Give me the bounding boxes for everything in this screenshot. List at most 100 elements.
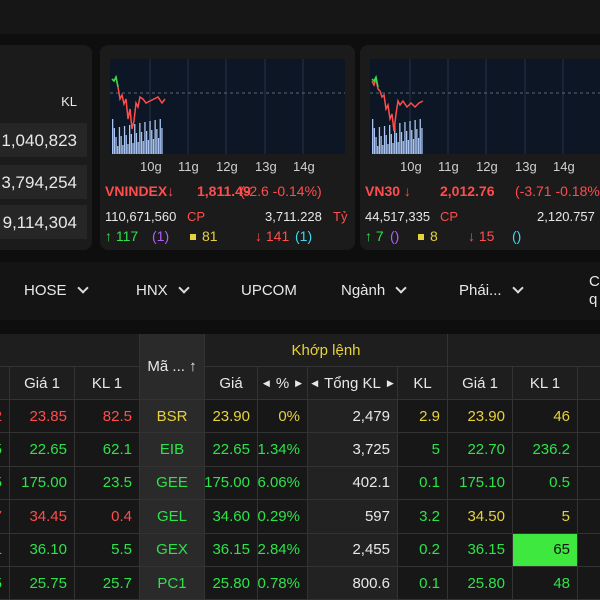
- header-blank: [0, 334, 140, 367]
- top-bar: [0, 0, 600, 34]
- index-value: 2,012.76: [440, 183, 495, 199]
- column-header[interactable]: ◀% ▶: [258, 367, 308, 400]
- volume-bar: [115, 137, 117, 154]
- column-header[interactable]: KL: [398, 367, 448, 400]
- table-cell: 0.1: [398, 466, 448, 501]
- table-cell: 23.90: [448, 400, 513, 434]
- volume-bar: [387, 144, 389, 154]
- volume: 110,671,560: [105, 209, 177, 224]
- price-table: Khớp lệnh Giá 1 KL 1 Mã ... ↑ Giá ◀% ▶ ◀ Tổng KL…: [0, 334, 600, 600]
- table-cell: 65: [513, 533, 578, 567]
- volume-bar: [417, 138, 420, 154]
- table-cell: 2.9: [398, 400, 448, 434]
- volume-bar: [373, 128, 375, 154]
- tab-label: q: [589, 291, 598, 308]
- tab[interactable]: Phái...: [459, 282, 524, 299]
- volume-bar: [372, 119, 374, 154]
- tab[interactable]: Ngành: [341, 282, 407, 299]
- volume-bar: [123, 126, 126, 154]
- index-line-up: [111, 74, 119, 88]
- column-header[interactable]: ◀ Tổng KL ▶: [308, 367, 398, 400]
- table-cell: 0.4: [75, 500, 140, 534]
- volume-bar: [402, 141, 404, 154]
- volume-bar: [142, 141, 144, 154]
- sort-right: ▶: [386, 377, 394, 388]
- table-cell: 34.45: [10, 500, 75, 534]
- table-cell: 0.1: [398, 567, 448, 600]
- column-header[interactable]: Giá 1: [448, 367, 513, 400]
- ticker[interactable]: GEX: [140, 533, 205, 567]
- volume-bar: [156, 129, 158, 154]
- ticker[interactable]: BSR: [140, 400, 205, 434]
- table-cell: 25.7: [75, 567, 140, 600]
- table-cell: 22.70: [448, 433, 513, 467]
- volume-bar: [144, 122, 146, 154]
- volume-bar: [135, 133, 138, 154]
- table-cell: 0.78%: [258, 567, 308, 600]
- volume-bar: [117, 146, 119, 154]
- kl-value: 9,114,304: [2, 213, 77, 232]
- table-cell: 0.5: [513, 466, 578, 501]
- ticker[interactable]: GEL: [140, 500, 205, 534]
- column-header[interactable]: Mã ... ↑: [140, 334, 205, 400]
- unchanged: 81: [202, 228, 218, 244]
- volume-bar: [130, 134, 132, 154]
- volume-bar: [139, 123, 141, 154]
- table-cell: 25.80: [448, 567, 513, 600]
- volume-bar: [414, 120, 416, 154]
- tab[interactable]: HNX: [136, 282, 190, 299]
- volume-bar: [157, 138, 160, 154]
- ticker[interactable]: PC1: [140, 567, 205, 600]
- volume-bar: [419, 119, 421, 154]
- volume-bar: [406, 131, 408, 154]
- tab-label: Phái...: [459, 282, 502, 299]
- volume-bar: [146, 131, 148, 154]
- column-header[interactable]: Giá: [205, 367, 258, 400]
- volume-bar: [140, 132, 143, 154]
- tab[interactable]: HOSE: [24, 282, 89, 299]
- column-header[interactable]: Giá 1: [10, 367, 75, 400]
- time-label: 12g: [476, 159, 498, 174]
- header-blank: [448, 334, 600, 367]
- ticker[interactable]: EIB: [140, 433, 205, 467]
- time-label: 14g: [553, 159, 575, 174]
- volume-bar: [412, 139, 415, 154]
- volume-bar: [380, 136, 382, 154]
- table-cell: 5.5: [75, 533, 140, 567]
- volume-bar: [390, 134, 392, 154]
- volume-bar: [161, 128, 163, 154]
- volume-bar: [400, 132, 403, 154]
- volume-bar: [147, 140, 149, 154]
- sort-left: ◀: [262, 377, 270, 388]
- volume-bar: [416, 129, 418, 154]
- index-line-up: [371, 74, 379, 88]
- floor: (): [512, 228, 522, 244]
- index-card[interactable]: 10g 11g 12g 13g 14g VNINDEX↓ 1,811.49 (-2.6 -0.…: [100, 45, 355, 250]
- advancers: ↑ 7: [365, 228, 384, 244]
- volume-bar: [149, 121, 151, 154]
- table-cell: 5: [0, 433, 10, 467]
- column-header[interactable]: KL 1: [75, 367, 140, 400]
- index-card[interactable]: 10g 11g 12g 13g 14g VN30 ↓ 2,012.76 (-3.71 -0.1…: [360, 45, 600, 250]
- volume-bar: [127, 144, 129, 154]
- table-cell: 46: [513, 400, 578, 434]
- tab-label: C: [589, 273, 600, 290]
- kl-header: KL: [61, 94, 77, 109]
- table-cell: 62.1: [75, 433, 140, 467]
- volume-bar: [132, 143, 134, 154]
- kl-value: 1,040,823: [1, 131, 77, 150]
- tab[interactable]: UPCOM: [241, 282, 297, 299]
- table-cell: 2,479: [308, 400, 398, 434]
- header-blank: [0, 367, 10, 400]
- column-header[interactable]: G: [578, 367, 600, 400]
- table-cell: 5: [513, 500, 578, 534]
- volume-bar: [411, 130, 413, 154]
- time-label: 12g: [216, 159, 238, 174]
- ticker[interactable]: GEE: [140, 466, 205, 501]
- table-cell: 175.10: [448, 466, 513, 501]
- index-change: (-2.6 -0.14%): [240, 183, 322, 199]
- column-header[interactable]: KL 1: [513, 367, 578, 400]
- row-bg: [0, 165, 87, 199]
- volume-bar: [120, 136, 122, 154]
